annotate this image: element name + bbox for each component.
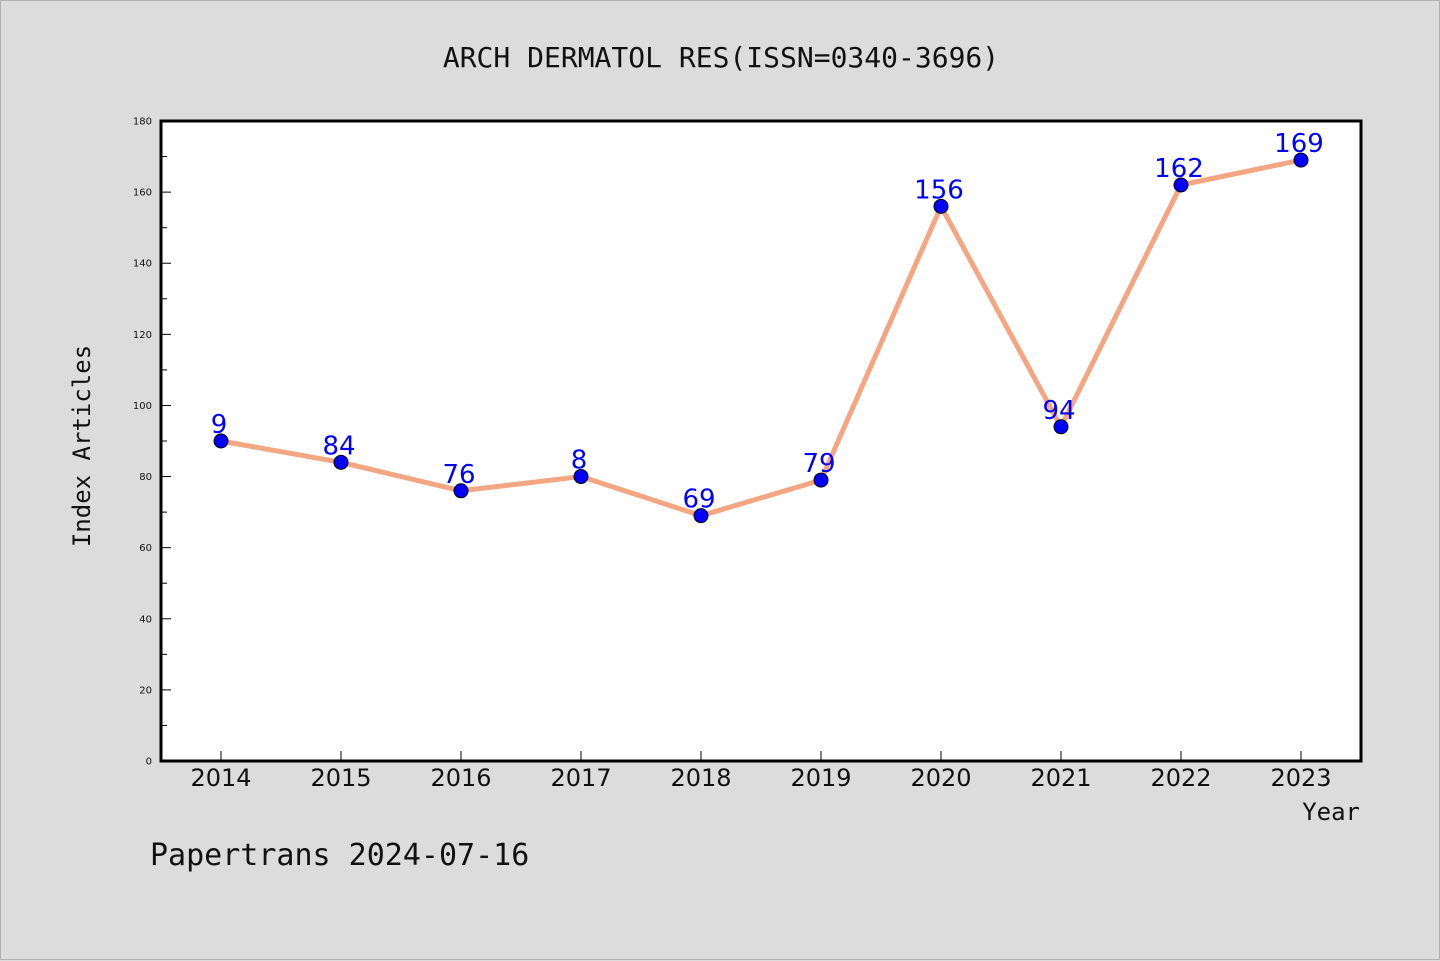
data-label: 94 bbox=[1042, 396, 1075, 426]
data-point bbox=[693, 508, 709, 524]
data-point bbox=[933, 198, 949, 214]
data-point bbox=[1173, 177, 1189, 193]
data-label: 69 bbox=[682, 485, 715, 515]
data-point bbox=[333, 454, 349, 470]
y-axis: 0 20 40 60 80 100 120 140 160 180 bbox=[133, 117, 171, 768]
y-tick-label: 0 bbox=[146, 757, 152, 768]
x-axis-title: Year bbox=[1302, 798, 1360, 826]
series-layer: 9 84 76 8 69 79 156 94 162 169 bbox=[211, 129, 1324, 524]
x-tick-label: 2019 bbox=[790, 764, 851, 792]
chart-title: ARCH DERMATOL RES(ISSN=0340-3696) bbox=[443, 41, 999, 74]
x-tick-label: 2018 bbox=[670, 764, 731, 792]
y-tick-label: 40 bbox=[139, 614, 152, 625]
y-tick-label: 160 bbox=[133, 188, 152, 199]
x-axis: 2014 2015 2016 2017 2018 2019 2020 2021 2022 2023 bbox=[190, 751, 1332, 792]
footer-watermark: Papertrans 2024-07-16 bbox=[150, 838, 529, 873]
x-tick-label: 2017 bbox=[550, 764, 611, 792]
x-tick-label: 2021 bbox=[1030, 764, 1091, 792]
plot-border bbox=[159, 119, 1363, 763]
y-tick-label: 120 bbox=[133, 330, 152, 341]
y-tick-label: 100 bbox=[133, 401, 152, 412]
data-label: 8 bbox=[571, 446, 588, 476]
x-tick-label: 2015 bbox=[310, 764, 371, 792]
y-tick-label: 180 bbox=[133, 117, 152, 128]
y-tick-label: 140 bbox=[133, 259, 152, 270]
x-tick-label: 2020 bbox=[910, 764, 971, 792]
x-tick-label: 2014 bbox=[190, 764, 251, 792]
y-tick-label: 80 bbox=[139, 472, 152, 483]
data-point bbox=[1293, 152, 1309, 168]
data-label: 76 bbox=[442, 460, 475, 490]
y-tick-label: 60 bbox=[139, 543, 152, 554]
series-line bbox=[218, 157, 1304, 519]
data-label: 156 bbox=[914, 175, 964, 205]
y-tick-label: 20 bbox=[139, 685, 152, 696]
data-label: 162 bbox=[1154, 154, 1204, 184]
data-point bbox=[213, 433, 229, 449]
data-point bbox=[573, 469, 589, 485]
data-point bbox=[1053, 419, 1069, 435]
y-axis-title: Index Articles bbox=[68, 345, 96, 547]
data-label: 169 bbox=[1274, 129, 1324, 159]
data-label: 84 bbox=[322, 431, 355, 461]
x-tick-label: 2023 bbox=[1270, 764, 1331, 792]
x-tick-label: 2016 bbox=[430, 764, 491, 792]
data-point bbox=[813, 472, 829, 488]
data-label: 9 bbox=[211, 410, 228, 440]
x-tick-label: 2022 bbox=[1150, 764, 1211, 792]
data-label: 79 bbox=[802, 449, 835, 479]
data-point bbox=[453, 483, 469, 499]
